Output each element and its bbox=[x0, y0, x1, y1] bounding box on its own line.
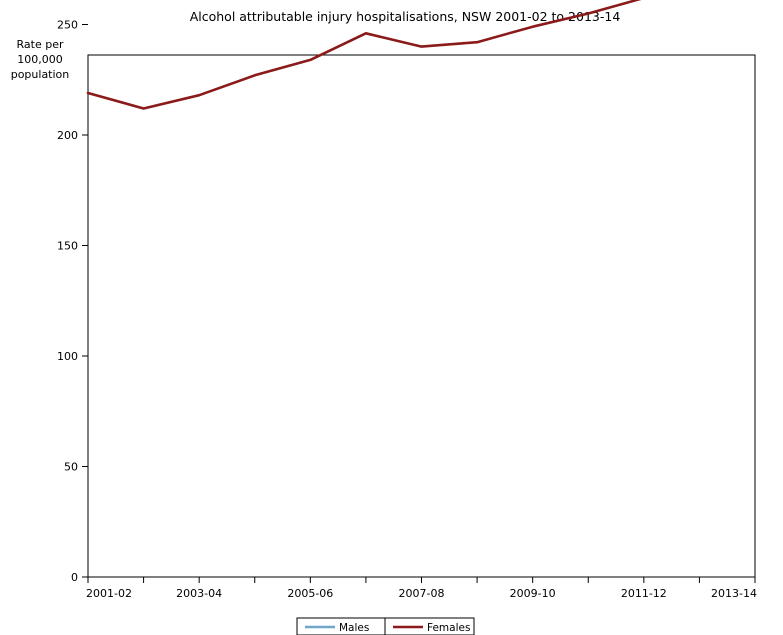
legend-label-males: Males bbox=[339, 622, 369, 634]
y-tick-label: 0 bbox=[71, 571, 78, 584]
y-tick-label: 150 bbox=[57, 240, 78, 253]
y-axis-label: Rate per 100,000 population bbox=[11, 38, 70, 81]
y-tick-label: 100 bbox=[57, 350, 78, 363]
x-tick-label: 2013-14 bbox=[711, 587, 757, 600]
series-line-females bbox=[86, 0, 642, 110]
y-axis-label-line-3: population bbox=[11, 68, 70, 81]
y-axis-label-line-1: Rate per bbox=[17, 38, 64, 51]
x-tick-label: 2005-06 bbox=[287, 587, 333, 600]
x-axis: 2001-02 2003-04 2005-06 2007-08 2009-10 2011-… bbox=[86, 577, 757, 600]
plot-area bbox=[87, 54, 756, 578]
x-tick-label: 2011-12 bbox=[621, 587, 667, 600]
x-tick-label: 2001-02 bbox=[86, 587, 132, 600]
legend: Males Females bbox=[296, 617, 475, 635]
series-layer bbox=[86, 0, 642, 110]
y-tick-label: 200 bbox=[57, 129, 78, 142]
y-tick-label: 50 bbox=[64, 461, 78, 474]
x-tick-label: 2007-08 bbox=[399, 587, 445, 600]
legend-label-females: Females bbox=[427, 622, 470, 634]
y-axis-label-line-2: 100,000 bbox=[17, 53, 63, 66]
chart-title: Alcohol attributable injury hospitalisat… bbox=[190, 9, 621, 24]
x-tick-label: 2003-04 bbox=[176, 587, 222, 600]
y-axis: 050100150200250300350400 bbox=[57, 19, 88, 584]
y-tick-label: 250 bbox=[57, 19, 78, 32]
x-tick-label: 2009-10 bbox=[510, 587, 556, 600]
